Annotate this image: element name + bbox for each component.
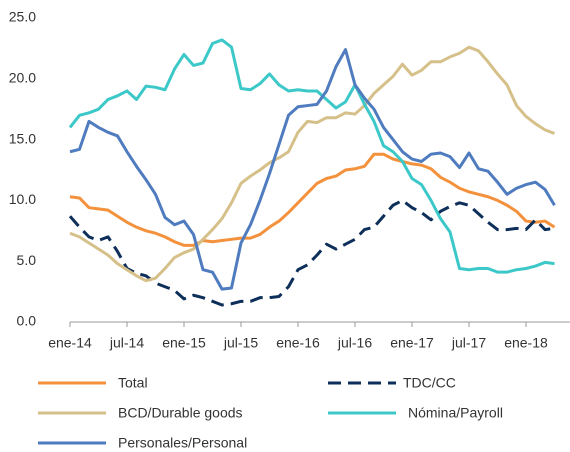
y-tick-label: 5.0: [17, 252, 37, 268]
legend-label: BCD/Durable goods: [118, 405, 243, 421]
legend-label: TDC/CC: [403, 375, 456, 391]
x-tick-label: ene-16: [276, 335, 320, 351]
legend-label: Total: [118, 375, 148, 391]
x-tick-label: ene-15: [162, 335, 206, 351]
legend-label: Personales/Personal: [118, 435, 247, 451]
legend-label: Nómina/Payroll: [408, 405, 503, 421]
y-tick-label: 25.0: [9, 9, 36, 25]
x-tick-label: jul-15: [223, 335, 258, 351]
x-tick-label: jul-17: [451, 335, 486, 351]
y-tick-label: 0.0: [17, 313, 37, 329]
series-line: [69, 152, 556, 247]
series-line: [68, 38, 555, 274]
x-tick-label: ene-17: [390, 335, 434, 351]
series-line: [69, 45, 556, 283]
y-tick-label: 15.0: [9, 130, 36, 146]
series-line: [69, 48, 556, 291]
series-line: [68, 198, 555, 307]
legend: Total TDC/CC BCD/Durable goods Nómina/Payro…: [38, 375, 503, 451]
y-tick-label: 20.0: [9, 70, 36, 86]
y-tick-label: 10.0: [9, 191, 36, 207]
x-tick-label: jul-16: [337, 335, 372, 351]
x-tick-label: jul-14: [109, 335, 144, 351]
x-tick-label: ene-18: [504, 335, 548, 351]
x-tick-label: ene-14: [48, 335, 92, 351]
